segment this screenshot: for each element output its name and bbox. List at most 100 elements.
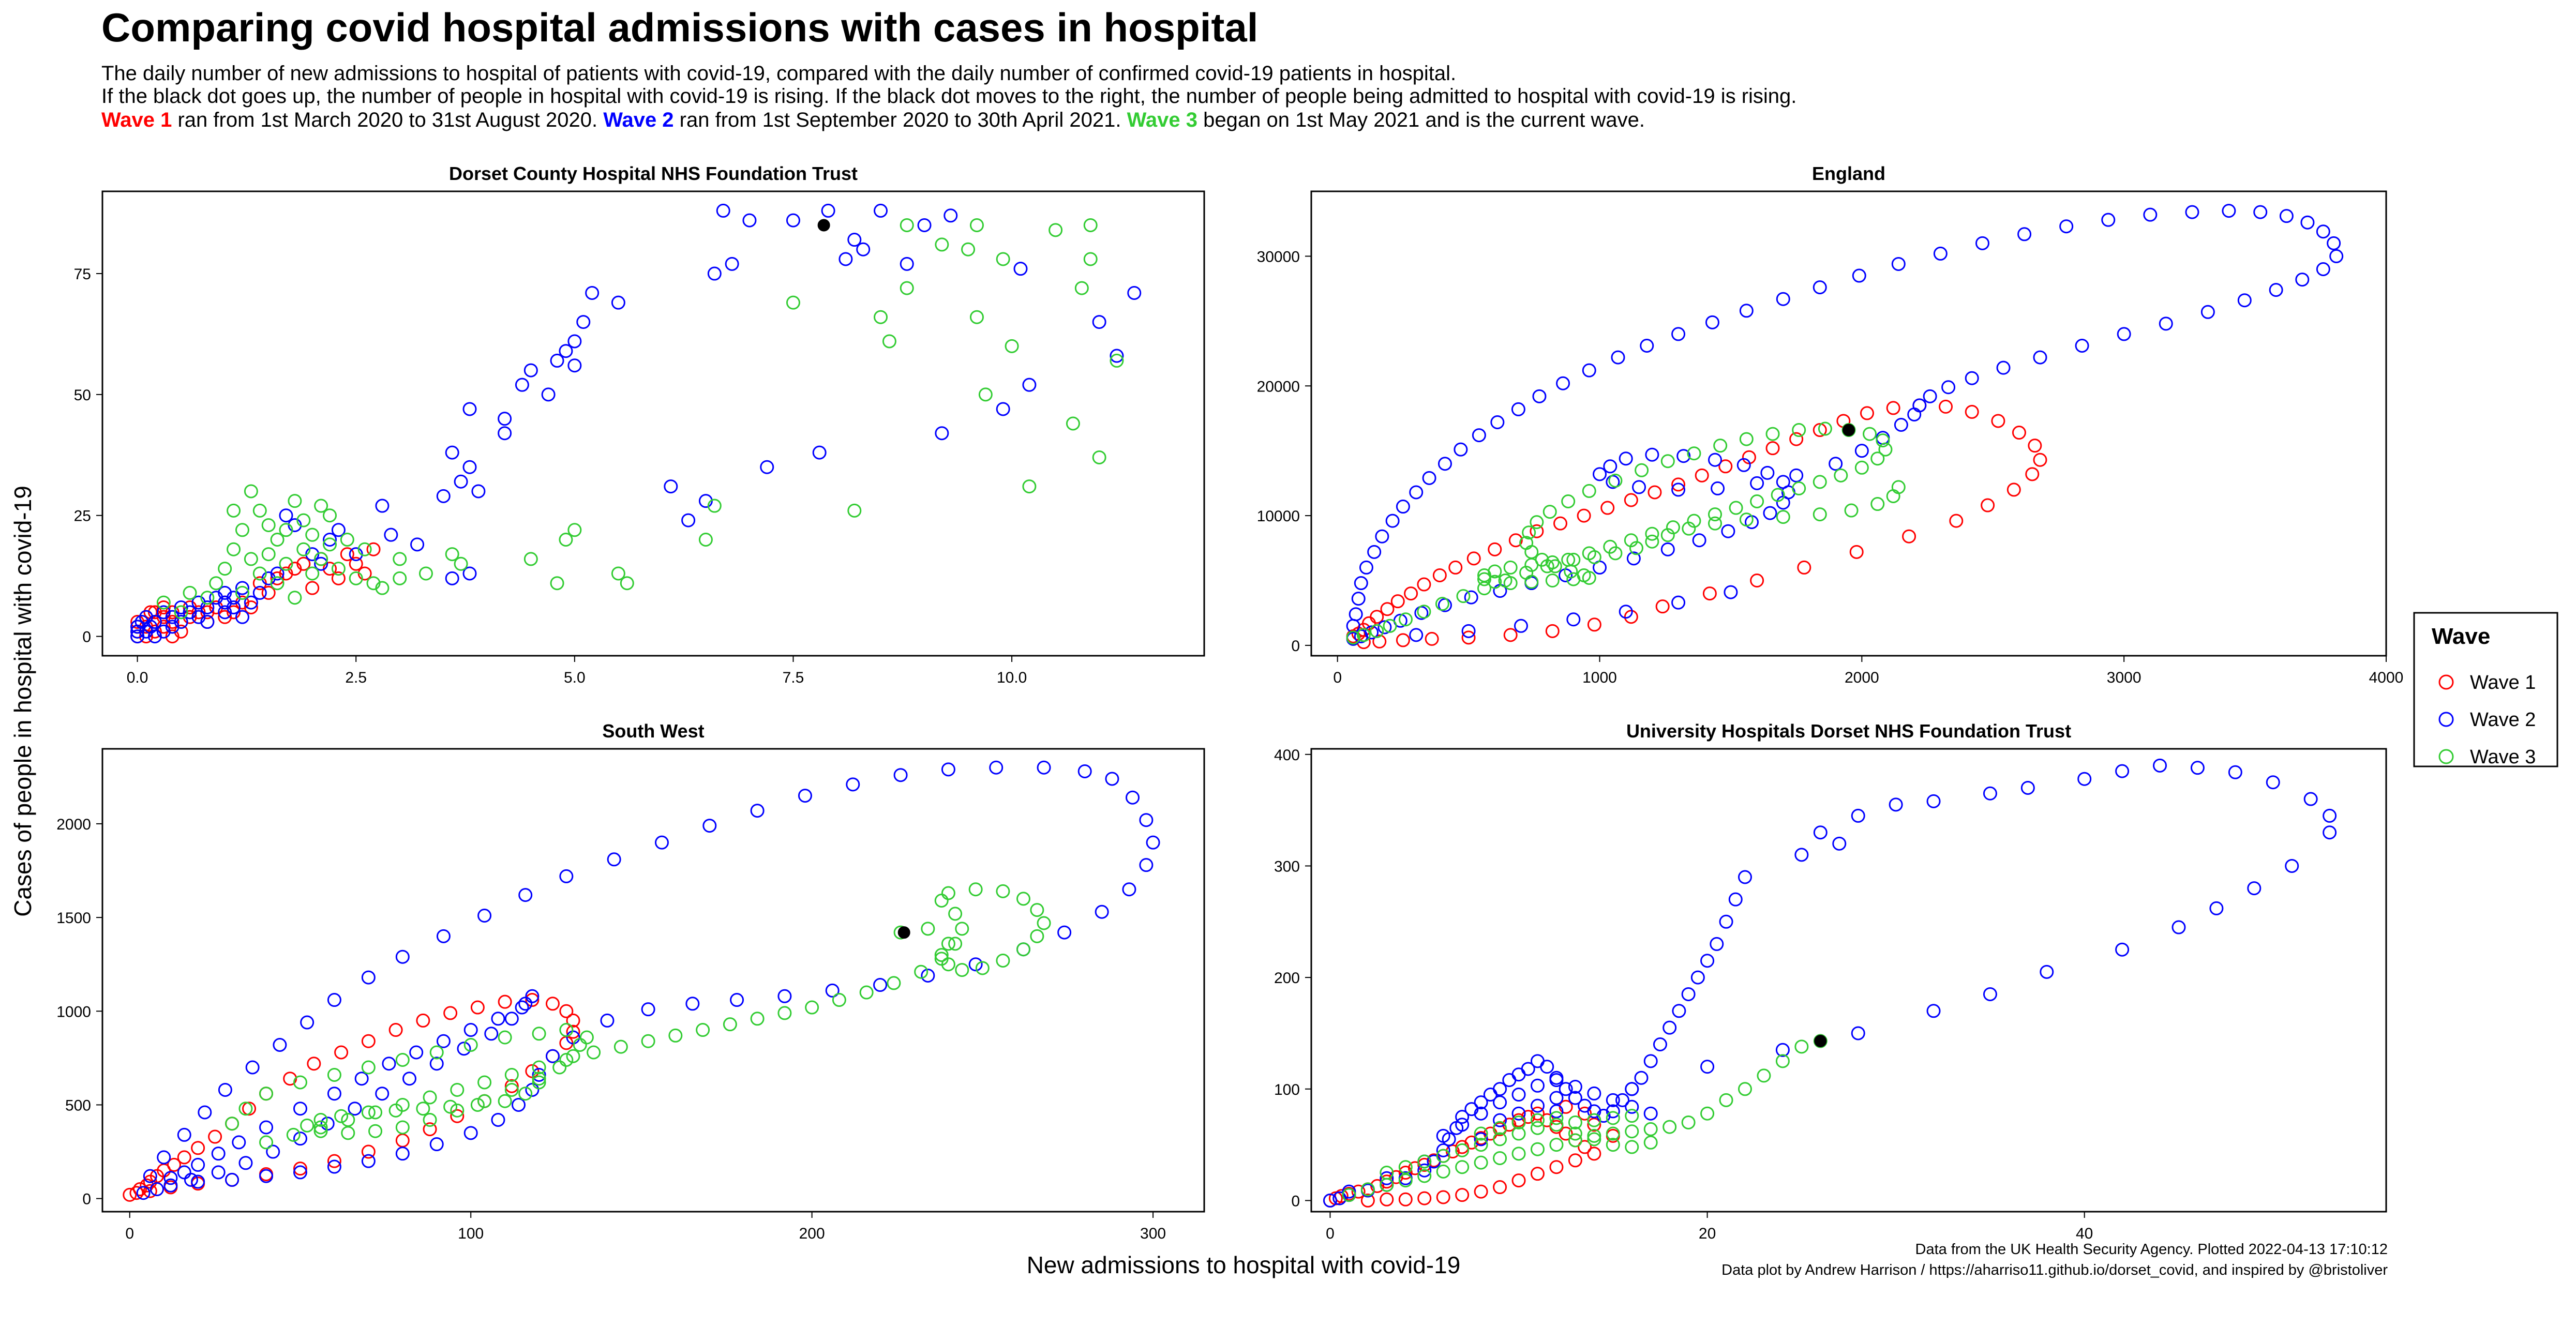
legend-marker-wave2 (2438, 712, 2454, 727)
legend-marker-wave1 (2438, 674, 2454, 690)
wave2-point (232, 1135, 246, 1150)
wave3-point (1030, 903, 1044, 917)
wave2-point (1626, 551, 1641, 566)
wave3-point (559, 533, 573, 547)
wave3-point (1417, 605, 1431, 619)
wave1-point (1432, 568, 1447, 582)
wave3-point (777, 1006, 792, 1020)
wave1-point (1671, 477, 1686, 492)
wave3-point (1813, 507, 1827, 522)
wave3-point (847, 503, 862, 518)
x-tick-label: 2.5 (345, 669, 367, 686)
wave2-point (1436, 1143, 1450, 1157)
wave2-point (1511, 1067, 1526, 1082)
wave2-point (1409, 485, 1424, 500)
wave3-point (1074, 281, 1089, 295)
wave3-point (423, 1112, 437, 1127)
wave3-point (579, 1030, 594, 1045)
wave3-point (313, 1120, 328, 1135)
wave3-point (1878, 442, 1893, 457)
wave1-point (1511, 1173, 1526, 1188)
wave3-point (1542, 505, 1557, 519)
wave2-point (1625, 1082, 1639, 1096)
wave1-point (177, 1150, 191, 1165)
wave1-point (566, 1024, 580, 1039)
wave2-point (846, 777, 860, 792)
wave2-point (1776, 475, 1790, 489)
wave1-point (1372, 634, 1387, 649)
wave2-point (1077, 764, 1092, 778)
wave2-point (1933, 246, 1948, 261)
wave3-point (1792, 423, 1806, 438)
wave3-point (504, 1082, 519, 1097)
wave3-point (314, 552, 328, 566)
wave2-point (873, 978, 888, 992)
wave1-point (1695, 468, 1709, 482)
panel-3-title: South West (602, 720, 704, 742)
wave3-point (532, 1060, 546, 1075)
wave1-point (1398, 1192, 1413, 1207)
wave2-point (463, 1126, 478, 1140)
wave1-point (1553, 516, 1567, 531)
wave3-point (1474, 1155, 1488, 1170)
wave2-point (1455, 1118, 1470, 1132)
wave2-point (484, 1027, 499, 1041)
wave2-point (245, 1060, 260, 1075)
wave2-point (1549, 1104, 1564, 1119)
wave2-point (1385, 514, 1400, 528)
wave3-point (1398, 612, 1413, 627)
wave3-point (1587, 1113, 1601, 1127)
wave3-point (1549, 1138, 1564, 1152)
wave2-point (1593, 467, 1607, 481)
wave2-point (429, 1137, 444, 1152)
current-position-dot (897, 926, 910, 939)
wave3-point (334, 1109, 349, 1123)
wave2-point (2327, 236, 2341, 250)
wave1-point (1813, 423, 1827, 438)
wave2-point (1332, 1191, 1347, 1205)
wave3-point (1545, 555, 1560, 569)
wave3-point (470, 1097, 485, 1112)
wave2-point (1907, 407, 1922, 421)
wave3-point (209, 576, 223, 591)
wave3-point (1030, 929, 1044, 943)
wave2-point (218, 1082, 232, 1097)
y-tick-label: 1500 (56, 910, 91, 927)
wave3-point (1360, 1182, 1375, 1197)
wave2-point (436, 489, 451, 503)
wave3-point (1488, 564, 1502, 579)
wave2-point (361, 970, 376, 985)
y-axis-label: Cases of people in hospital with covid-1… (9, 486, 36, 917)
wave2-point (550, 353, 564, 368)
wave2-point (2300, 215, 2315, 230)
wave3-point (1398, 1173, 1413, 1188)
wave2-point (1092, 315, 1106, 329)
wave1-point (1351, 1184, 1366, 1199)
panel-4-title: University Hospitals Dorset NHS Foundati… (1626, 720, 2071, 742)
wave2-point (821, 203, 835, 218)
wave2-point (1625, 1099, 1639, 1114)
wave2-point (1640, 338, 1654, 353)
wave2-point (943, 208, 958, 223)
wave3-point (238, 1102, 253, 1116)
wave2-point (1511, 402, 1525, 416)
wave3-point (1681, 1115, 1696, 1129)
wave2-point (1634, 1070, 1649, 1085)
wave3-point (1750, 494, 1764, 509)
wave2-point (707, 266, 722, 281)
wave2-point (1342, 1184, 1356, 1199)
wave2-point (641, 1002, 655, 1017)
wave2-point (445, 445, 459, 460)
wave2-point (270, 566, 284, 581)
x-tick-label: 300 (1140, 1225, 1166, 1242)
wave2-point (1653, 1037, 1667, 1052)
page-title: Comparing covid hospital admissions with… (101, 5, 1259, 50)
wave3-point (1548, 559, 1562, 574)
wave1-point (1559, 1126, 1573, 1141)
wave2-point (1323, 1193, 1337, 1208)
wave2-point (409, 1045, 424, 1060)
wave3-point (1530, 1121, 1545, 1135)
wave1-point (361, 1144, 376, 1159)
wave2-point (1611, 350, 1625, 365)
wave3-point (1863, 427, 1877, 441)
